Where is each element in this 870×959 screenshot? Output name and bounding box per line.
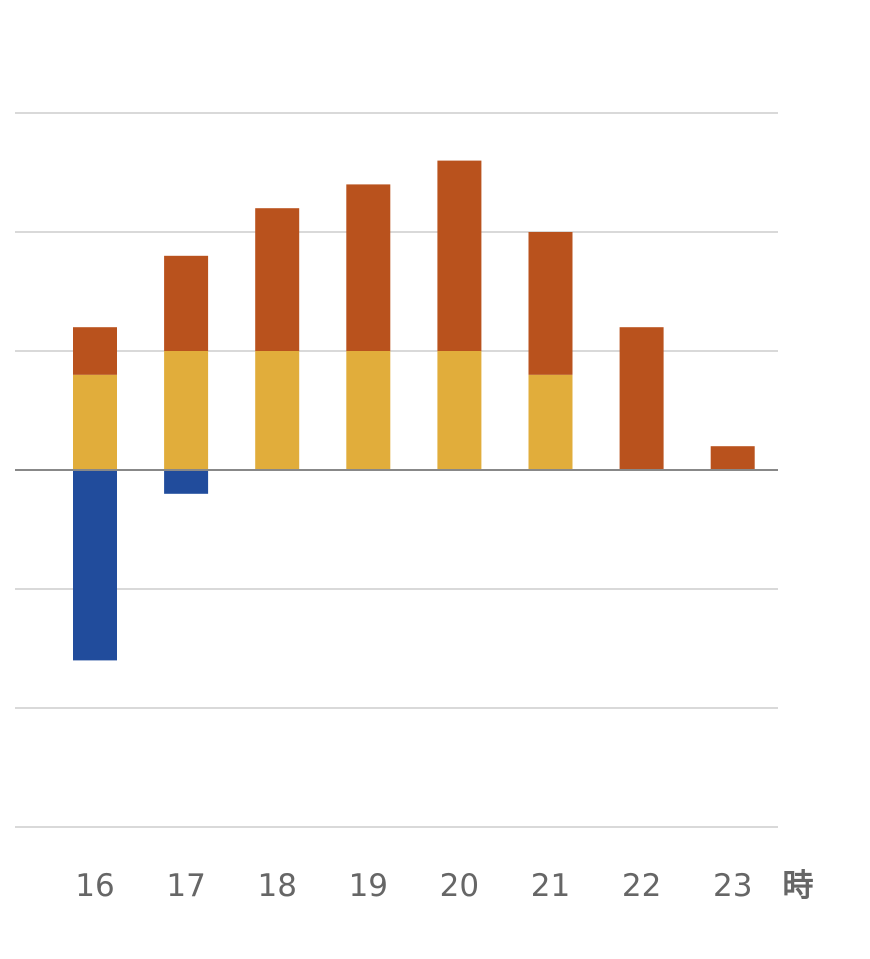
x-tick-label-23: 23 <box>713 868 752 904</box>
x-tick-label-18: 18 <box>257 868 296 904</box>
bar-segment-series-2-16 <box>73 374 117 470</box>
bar-segment-series-3-23 <box>710 446 755 470</box>
x-tick-label-20: 20 <box>440 868 479 904</box>
bar-segment-series-2-21 <box>528 374 573 470</box>
bar-segment-series-3-16 <box>73 327 117 375</box>
x-tick-label-17: 17 <box>166 868 205 904</box>
bars <box>73 160 755 661</box>
bar-segment-series-3-17 <box>164 255 209 351</box>
bar-segment-series-2-20 <box>437 351 482 470</box>
bar-segment-series-2-17 <box>164 351 209 470</box>
x-tick-label-16: 16 <box>75 868 114 904</box>
bar-segment-series-3-19 <box>346 184 391 351</box>
bar-segment-series-3-22 <box>619 327 664 470</box>
bar-segment-series-2-18 <box>255 351 300 470</box>
bar-segment-series-3-21 <box>528 232 573 375</box>
bar-segment-series-2-19 <box>346 351 391 470</box>
x-axis-unit-label: 時 <box>783 868 814 904</box>
bar-segment-series-3-18 <box>255 208 300 351</box>
bar-segment-series-1-17 <box>164 470 209 494</box>
gridlines <box>15 112 778 828</box>
x-tick-label-22: 22 <box>622 868 661 904</box>
x-tick-label-19: 19 <box>349 868 388 904</box>
x-tick-label-21: 21 <box>531 868 570 904</box>
bar-segment-series-1-16 <box>73 470 117 661</box>
x-tick-labels: 16 17 18 19 20 21 22 23 <box>75 868 752 904</box>
bar-segment-series-3-20 <box>437 160 482 351</box>
